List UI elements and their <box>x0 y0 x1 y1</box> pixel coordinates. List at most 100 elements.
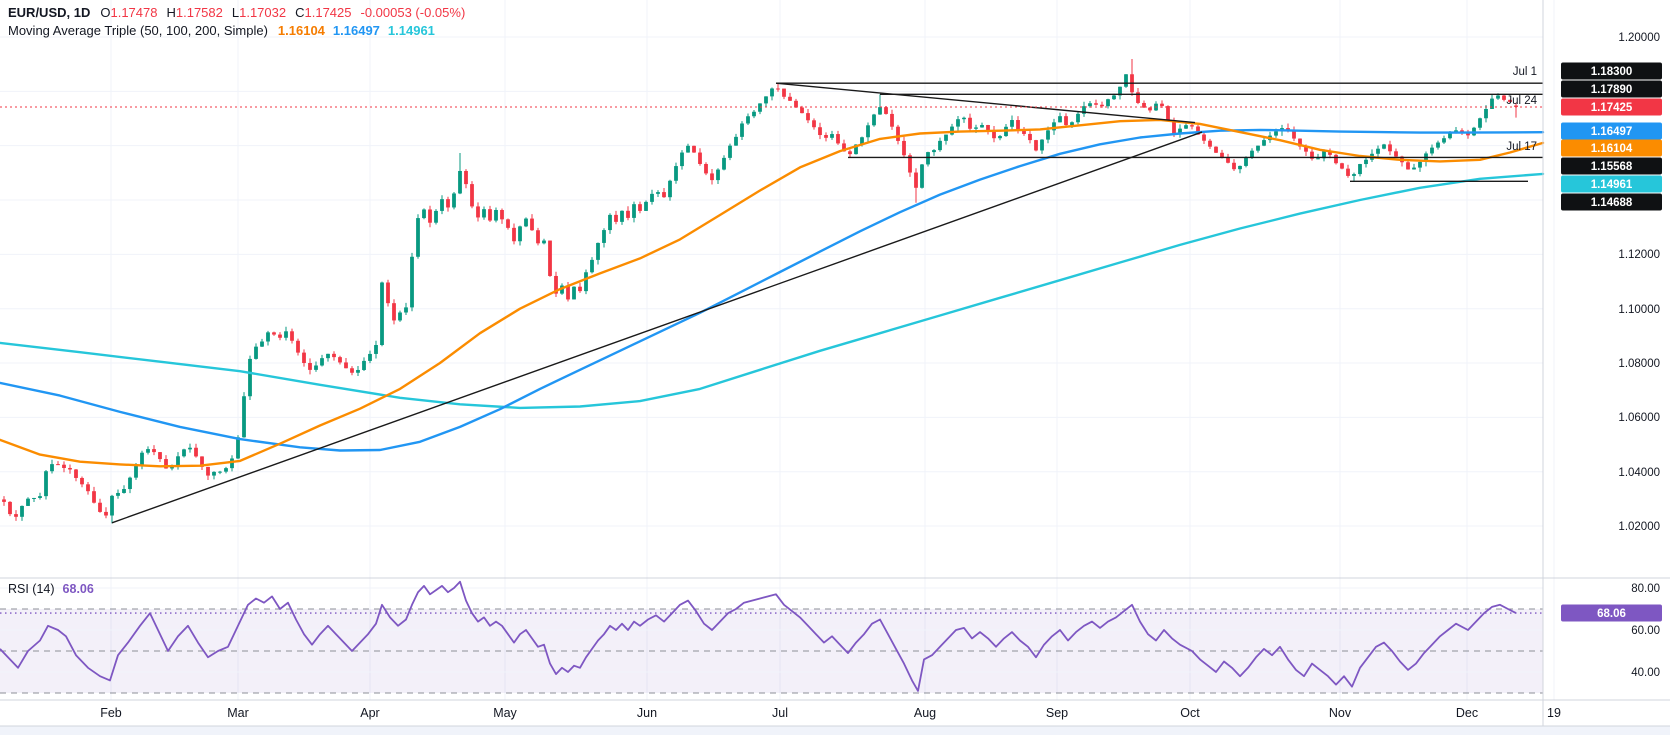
time-tick-label: Oct <box>1180 706 1200 720</box>
candle-body <box>596 242 600 260</box>
candle-body <box>398 312 402 321</box>
candle-body <box>1100 104 1104 107</box>
drawings[interactable]: Jul 1 Jul 24 Jul 17 <box>111 66 1543 524</box>
symbol-legend-row[interactable]: EUR/USD, 1D O1.17478 H1.17582 L1.17032 C1.17… <box>8 4 465 21</box>
price-tick-label: 1.06000 <box>1618 412 1660 424</box>
candle-body <box>2 499 6 502</box>
candle-body <box>98 502 102 512</box>
candle-body <box>518 226 522 242</box>
candle-body <box>1010 120 1014 127</box>
candle-body <box>1058 116 1062 123</box>
trendline[interactable] <box>111 131 1203 524</box>
candle-body <box>428 209 432 223</box>
candle-body <box>506 219 510 228</box>
candle-body <box>602 230 606 243</box>
candle-body <box>848 151 852 155</box>
candle-body <box>482 209 486 218</box>
price-tick-label: 1.10000 <box>1618 304 1660 316</box>
candle-body <box>1418 161 1422 168</box>
candle-body <box>686 145 690 153</box>
candle-body <box>1328 151 1332 155</box>
candle-body <box>1244 157 1248 166</box>
price-axis[interactable]: 1.20000 1.12000 1.10000 1.08000 1.06000 1.040… <box>1561 32 1662 533</box>
candle-body <box>992 130 996 139</box>
candle-body <box>524 218 528 227</box>
open-label: O <box>100 5 111 20</box>
rsi-title[interactable]: RSI (14) <box>8 582 55 596</box>
candle-body <box>950 126 954 135</box>
candle-body <box>698 152 702 164</box>
candle-body <box>1496 95 1500 99</box>
candle-body <box>830 134 834 138</box>
rsi-legend-row[interactable]: RSI (14) 68.06 <box>8 582 94 596</box>
rsi-line[interactable] <box>0 580 1517 692</box>
indicator-title[interactable]: Moving Average Triple (50, 100, 200, Sim… <box>8 23 268 38</box>
candle-body <box>626 210 630 218</box>
candle-body <box>956 119 960 127</box>
candle-body <box>212 471 216 476</box>
candle-body <box>734 136 738 146</box>
candle-body <box>380 282 384 346</box>
candle-body <box>1040 139 1044 151</box>
candle-body <box>14 514 18 517</box>
candle-body <box>746 116 750 124</box>
candle-body <box>902 140 906 156</box>
candle-body <box>1298 138 1302 147</box>
price-tick-label: 1.04000 <box>1618 467 1660 479</box>
candle-body <box>512 227 516 242</box>
rsi-axis[interactable]: 80.00 60.00 40.00 68.06 <box>1561 583 1662 679</box>
price-badge <box>1561 175 1662 193</box>
candle-body <box>1382 144 1386 149</box>
candle-body <box>710 173 714 181</box>
candle-body <box>128 477 132 490</box>
candle-body <box>1430 147 1434 154</box>
time-axis[interactable]: Feb Mar Apr May Jun Jul Aug Sep Oct Nov Dec 19 <box>100 706 1561 720</box>
candlestick-series[interactable] <box>2 59 1518 524</box>
line-date-label: Jul 24 <box>1506 95 1537 107</box>
ma100-line[interactable] <box>0 128 1545 452</box>
candle-body <box>1262 140 1266 146</box>
candle-body <box>314 365 318 370</box>
candle-body <box>1334 154 1338 164</box>
candle-body <box>1340 163 1344 169</box>
candle-body <box>1364 159 1368 165</box>
price-badge-label: 1.16104 <box>1591 143 1633 155</box>
candle-body <box>350 368 354 373</box>
candle-body <box>1142 102 1146 108</box>
symbol-title[interactable]: EUR/USD, 1D <box>8 5 91 20</box>
candle-body <box>200 456 204 467</box>
high-value: 1.17582 <box>175 5 223 20</box>
candle-body <box>1088 103 1092 107</box>
candle-body <box>1094 103 1098 105</box>
candle-body <box>1412 167 1416 170</box>
price-badge-label: 1.16497 <box>1591 126 1633 138</box>
time-tick-label: Nov <box>1329 706 1352 720</box>
candle-body <box>620 210 624 222</box>
candle-body <box>1376 148 1380 154</box>
candle-body <box>800 107 804 114</box>
candle-body <box>794 100 798 108</box>
rsi-tick-label: 80.00 <box>1631 583 1660 595</box>
candle-body <box>416 218 420 257</box>
candle-body <box>218 471 222 473</box>
candle-body <box>242 396 246 438</box>
trendline[interactable] <box>775 82 1196 124</box>
candle-body <box>1322 151 1326 159</box>
price-tick-label: 1.20000 <box>1618 32 1660 44</box>
candle-body <box>464 170 468 185</box>
candle-body <box>146 449 150 453</box>
price-badge <box>1561 193 1662 211</box>
candle-body <box>692 145 696 153</box>
candle-body <box>104 511 108 516</box>
ma200-line[interactable] <box>0 172 1545 410</box>
candle-body <box>614 214 618 222</box>
candle-body <box>1310 151 1314 159</box>
ma50-line[interactable] <box>0 118 1545 468</box>
candle-body <box>86 484 90 492</box>
rsi-tick-label: 60.00 <box>1631 625 1660 637</box>
price-badge <box>1561 139 1662 157</box>
candle-body <box>1316 158 1320 160</box>
indicator-legend-row[interactable]: Moving Average Triple (50, 100, 200, Sim… <box>8 22 465 39</box>
